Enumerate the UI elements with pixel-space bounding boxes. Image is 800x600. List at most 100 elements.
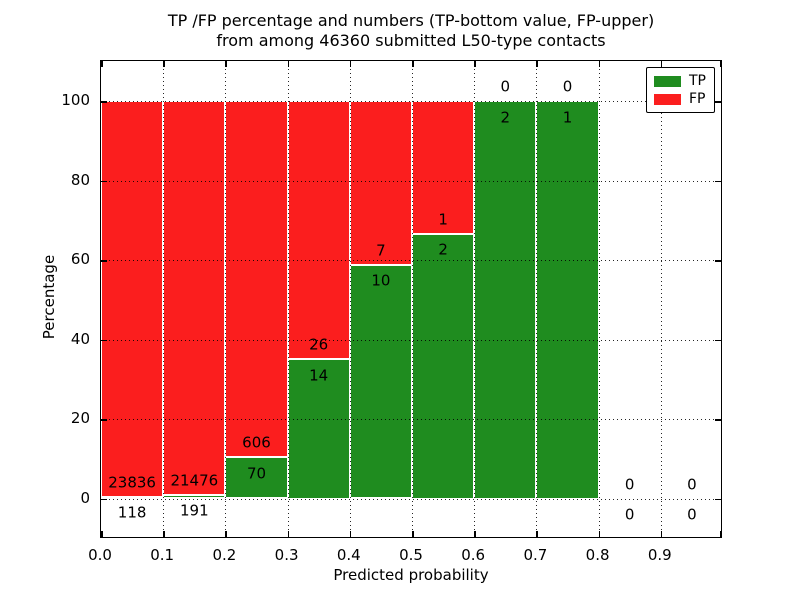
fp-bar-segment [349,101,412,265]
x-tick-mark [163,531,165,537]
tp-count-label: 191 [179,501,209,520]
fp-bar-segment [287,101,350,360]
x-tick-label: 0.7 [523,546,548,564]
tp-bar-segment [474,101,537,499]
vertical-gridline [412,61,413,537]
fp-count-label: 606 [242,433,271,452]
y-tick-mark [715,101,721,103]
x-tick-label: 0.3 [274,546,299,564]
y-tick-mark [101,101,107,103]
y-tick-mark [715,180,721,182]
vertical-gridline [349,61,351,537]
y-axis-label: Percentage [40,254,58,340]
fp-count-label: 7 [376,241,386,260]
y-tick-label: 100 [61,91,90,109]
tp-count-label: 0 [687,505,697,524]
x-tick-mark [536,61,538,67]
vertical-gridline [287,61,289,537]
tp-bar-segment [101,496,164,499]
fp-bar-segment [412,101,475,234]
x-tick-mark [412,61,414,67]
y-tick-label: 80 [70,170,90,189]
x-tick-mark [225,61,227,67]
x-tick-label: 0.5 [399,546,423,564]
horizontal-gridline [101,339,721,341]
chart-title: TP /FP percentage and numbers (TP-bottom… [100,11,722,51]
y-tick-mark [101,498,107,500]
x-tick-mark [163,61,165,67]
tp-count-label: 70 [246,464,267,483]
x-tick-mark [349,61,352,67]
fp-count-label: 21476 [170,471,219,490]
y-tick-label: 20 [70,409,90,427]
fp-count-label: 0 [500,77,511,96]
y-tick-mark [101,180,107,182]
x-tick-mark [660,531,663,537]
fp-legend-label: FP [689,91,706,107]
y-tick-mark [101,260,107,262]
y-tick-mark [715,339,721,341]
x-tick-mark [474,531,476,537]
tp-count-label: 2 [438,240,448,259]
vertical-gridline [660,61,662,537]
tp-bar-segment [412,233,475,499]
chart-title-line1: TP /FP percentage and numbers (TP-bottom… [167,11,655,30]
tp-count-label: 0 [624,505,635,524]
fp-count-label: 0 [687,475,697,493]
x-tick-label: 0.9 [647,546,672,564]
vertical-gridline [474,61,476,537]
vertical-gridline [536,61,538,537]
x-tick-mark [225,531,227,537]
vertical-gridline [598,61,600,537]
fp-count-label: 1 [438,210,448,228]
legend-entry-fp: FP [647,92,714,106]
y-tick-mark [101,419,107,421]
vertical-gridline [163,61,165,537]
x-tick-mark [287,61,290,67]
x-tick-label: 0.1 [150,546,175,564]
x-tick-mark [598,531,601,537]
fp-bar-segment [163,101,226,495]
horizontal-gridline [101,260,721,261]
x-tick-label: 0.4 [336,546,361,564]
x-tick-mark [349,531,352,537]
x-tick-label: 0.6 [461,546,486,564]
tp-bar-segment [349,264,412,499]
horizontal-gridline [101,180,721,182]
tp-count-label: 118 [117,503,147,522]
fp-count-label: 23836 [108,473,156,492]
x-axis-label: Predicted probability [333,566,489,584]
x-tick-mark [536,531,538,537]
tp-count-label: 1 [562,108,573,126]
tp-legend-label: TP [689,73,706,89]
x-tick-mark [720,531,722,537]
legend-entry-tp: TP [647,74,714,88]
legend: TP FP [646,67,715,113]
vertical-gridline [225,61,227,537]
tp-count-label: 10 [371,271,391,290]
x-tick-mark [598,61,601,67]
x-tick-mark [101,61,103,67]
fp-bar-segment [101,101,164,497]
y-tick-mark [715,419,721,421]
y-tick-mark [715,260,721,262]
fp-count-label: 0 [624,475,635,493]
fp-count-label: 0 [562,77,573,96]
plot-area: 23836 118 21476 191 606 70 26 14 7 10 1 2 0 2 0 1 0 0 0 0 T… [100,60,722,538]
horizontal-gridline [101,419,721,420]
fp-count-label: 26 [309,335,329,354]
x-tick-mark [720,61,722,67]
tp-count-label: 14 [309,366,329,385]
fp-legend-swatch [654,93,681,105]
chart-title-line2: from among 46360 submitted L50-type cont… [216,31,606,50]
y-tick-label: 40 [70,329,90,348]
x-tick-mark [660,61,663,67]
fp-bar-segment [225,101,288,458]
tp-count-label: 2 [500,108,511,126]
x-tick-label: 0.0 [88,546,112,564]
x-tick-label: 0.2 [212,546,237,564]
x-tick-label: 0.8 [585,546,610,564]
x-tick-mark [101,531,103,537]
horizontal-gridline [101,101,721,102]
y-tick-label: 0 [80,488,90,507]
